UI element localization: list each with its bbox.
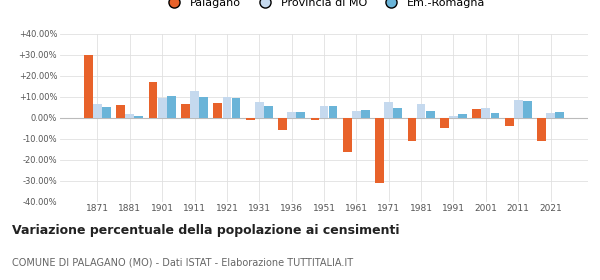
Bar: [505, 118, 514, 126]
Text: COMUNE DI PALAGANO (MO) - Dati ISTAT - Elaborazione TUTTITALIA.IT: COMUNE DI PALAGANO (MO) - Dati ISTAT - E…: [12, 258, 353, 268]
Bar: [343, 118, 352, 152]
Bar: [426, 111, 434, 118]
Bar: [376, 118, 384, 183]
Bar: [329, 106, 337, 118]
Bar: [352, 111, 361, 118]
Bar: [246, 118, 254, 120]
Bar: [255, 102, 263, 118]
Bar: [214, 103, 222, 118]
Bar: [449, 115, 458, 118]
Bar: [407, 118, 416, 141]
Bar: [320, 106, 328, 118]
Bar: [232, 98, 241, 118]
Bar: [472, 109, 481, 118]
Bar: [199, 97, 208, 118]
Bar: [287, 112, 296, 118]
Bar: [491, 113, 499, 118]
Bar: [223, 97, 231, 118]
Bar: [167, 95, 176, 118]
Bar: [394, 108, 402, 118]
Bar: [385, 102, 393, 118]
Bar: [458, 115, 467, 118]
Bar: [440, 118, 449, 128]
Bar: [158, 98, 167, 118]
Bar: [134, 115, 143, 118]
Bar: [102, 107, 111, 118]
Bar: [537, 118, 546, 141]
Bar: [555, 112, 564, 118]
Bar: [125, 115, 134, 118]
Bar: [116, 105, 125, 118]
Bar: [417, 104, 425, 118]
Bar: [523, 101, 532, 118]
Bar: [311, 118, 319, 120]
Bar: [93, 104, 102, 118]
Bar: [264, 106, 272, 118]
Bar: [190, 91, 199, 118]
Bar: [514, 100, 523, 118]
Bar: [181, 104, 190, 118]
Bar: [361, 110, 370, 118]
Text: Variazione percentuale della popolazione ai censimenti: Variazione percentuale della popolazione…: [12, 224, 400, 237]
Bar: [149, 82, 157, 118]
Bar: [296, 112, 305, 118]
Legend: Palagano, Provincia di MO, Em.-Romagna: Palagano, Provincia di MO, Em.-Romagna: [163, 0, 485, 8]
Bar: [546, 113, 555, 118]
Bar: [84, 55, 93, 118]
Bar: [278, 118, 287, 130]
Bar: [481, 108, 490, 118]
